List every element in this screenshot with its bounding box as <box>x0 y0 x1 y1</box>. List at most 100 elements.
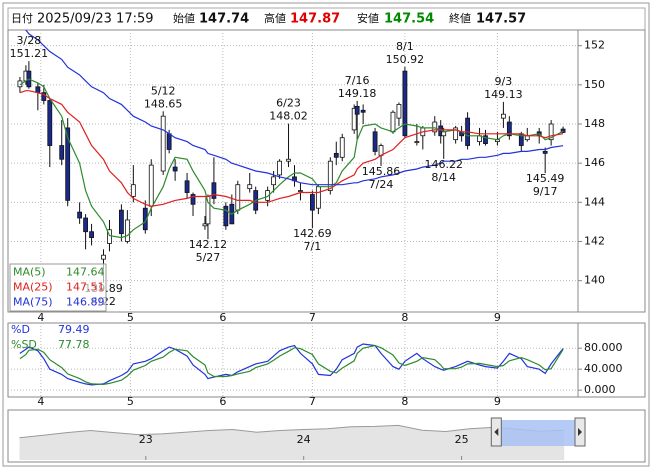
candle-body <box>327 160 333 191</box>
candle-body <box>184 180 190 193</box>
candle-body <box>59 145 65 160</box>
candle-body <box>211 182 217 199</box>
candle-body <box>390 111 396 133</box>
candle-body <box>548 123 554 141</box>
candle-body <box>190 194 196 205</box>
header-label: 安値 <box>357 11 379 25</box>
candle-body <box>286 158 291 162</box>
annotation-date: 8/1 <box>396 40 414 53</box>
main-panel <box>7 29 646 313</box>
candle-body <box>298 190 303 192</box>
annotation-value: 151.21 <box>10 47 49 60</box>
candle-body <box>77 211 83 219</box>
x-tick-label: 7 <box>309 395 316 408</box>
legend-label: MA(5) <box>13 266 46 279</box>
annotation-value: 142.69 <box>293 227 332 240</box>
candle-body <box>107 229 112 244</box>
candle-body <box>441 131 447 137</box>
header-datetime: 2025/09/23 17:59 <box>37 12 154 27</box>
series-line <box>19 344 564 386</box>
x-tick-label: 8 <box>401 395 408 408</box>
candle-body <box>142 207 148 231</box>
x-tick-label: 5 <box>127 311 134 324</box>
candle-body <box>542 151 548 154</box>
x-tick-label: 4 <box>37 395 44 408</box>
candle-body <box>277 160 282 176</box>
candle-body <box>309 194 315 211</box>
candle-body <box>483 135 488 144</box>
legend-value: 79.49 <box>58 323 90 336</box>
legend-label: MA(75) <box>13 296 53 309</box>
series-line <box>24 30 564 186</box>
y-tick-label: 140 <box>584 274 605 287</box>
annotation-date: 9/3 <box>495 75 513 88</box>
candle-body <box>101 254 106 260</box>
annotation-date: 8/14 <box>431 171 456 184</box>
candle-body <box>351 107 357 131</box>
candle-body <box>453 127 459 141</box>
candle-body <box>223 205 229 227</box>
candle-body <box>65 127 71 201</box>
candle-body <box>414 141 420 144</box>
candle-body <box>560 128 566 133</box>
annotation-value: 150.92 <box>386 53 425 66</box>
legend-box <box>9 263 107 312</box>
candle-body <box>500 113 506 119</box>
annotation-date: 5/12 <box>151 84 176 97</box>
legend-value: 77.78 <box>58 338 90 351</box>
candle-body <box>148 164 154 207</box>
series-line <box>19 90 564 207</box>
legend-value: 147.64 <box>66 266 105 279</box>
annotation-value: 149.18 <box>338 87 377 100</box>
x-tick-label: 7 <box>309 311 316 324</box>
y-tick-label: 150 <box>584 78 605 91</box>
x-tick-label: 5 <box>127 395 134 408</box>
oscillator-overlay: 4 5 6 7 8 9 0.000 40.000 80.000 %D 79.49 %SD 77.78 <box>11 323 623 408</box>
annotation-date: 6/23 <box>276 97 301 110</box>
candle-body <box>372 131 378 152</box>
candle-body <box>89 231 94 238</box>
annotation-date: 9/17 <box>533 185 558 198</box>
annotation-value: 145.86 <box>362 165 401 178</box>
candle-body <box>265 190 271 201</box>
candle-body <box>247 184 253 190</box>
annotation-date: 3/28 <box>17 34 42 47</box>
handle-arrow <box>494 428 499 436</box>
y-tick-label: 144 <box>584 195 605 208</box>
navigator-area <box>19 425 565 460</box>
y-tick-label: 146 <box>584 156 605 169</box>
header-label: 日付 <box>11 12 33 25</box>
navigator-line <box>19 424 565 439</box>
annotation-date: 7/24 <box>369 178 394 191</box>
header-value: 147.74 <box>199 12 249 27</box>
header-value: 147.57 <box>476 12 526 27</box>
series-line <box>19 78 564 239</box>
annotation-date: 7/16 <box>345 74 370 87</box>
x-tick-label: 9 <box>494 311 501 324</box>
candle-body <box>124 219 130 242</box>
selection-window[interactable] <box>496 420 580 446</box>
oscillator-panel <box>7 322 646 398</box>
candle-body <box>354 105 360 115</box>
candle-body <box>130 184 136 197</box>
header-value: 147.87 <box>290 12 340 27</box>
header-value: 147.54 <box>384 12 434 27</box>
x-tick-label: 25 <box>455 433 469 446</box>
x-tick-label: 6 <box>219 395 226 408</box>
annotation-value: 148.02 <box>269 110 308 123</box>
x-tick-label: 4 <box>37 311 44 324</box>
candle-body <box>172 166 178 172</box>
y-tick-label: 40.000 <box>584 362 623 375</box>
y-tick-label: 148 <box>584 117 605 130</box>
annotation-value: 142.12 <box>189 238 228 251</box>
navigator[interactable]: 23 24 25 <box>19 417 586 460</box>
candle-body <box>339 137 345 158</box>
candle-body <box>333 152 339 158</box>
x-tick-label: 23 <box>139 433 153 446</box>
candle-body <box>235 184 241 211</box>
handle-arrow <box>578 428 582 436</box>
candle-body <box>160 115 166 172</box>
candle-body <box>166 133 172 150</box>
candle-body <box>119 209 124 235</box>
